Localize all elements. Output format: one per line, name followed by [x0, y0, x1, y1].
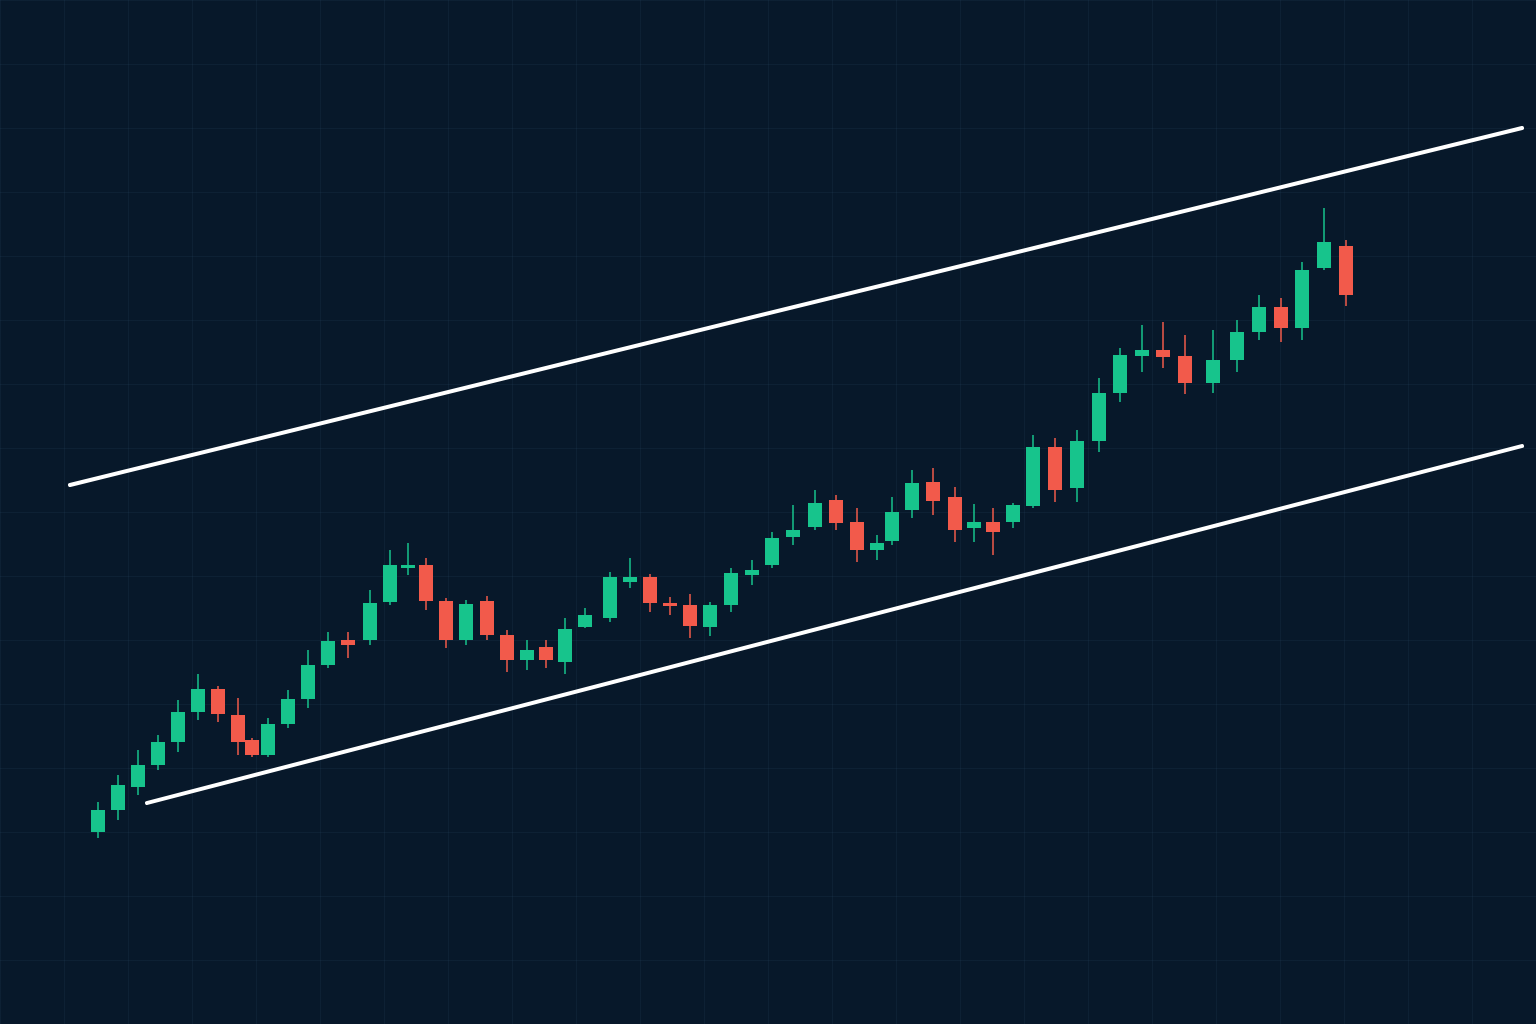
candle-body [850, 522, 864, 550]
candle-body [905, 483, 919, 510]
candle-body [808, 503, 822, 527]
candle-body [683, 605, 697, 626]
candle-body [1230, 332, 1244, 360]
candle-body [91, 810, 105, 832]
candle-body [341, 640, 355, 645]
candle-body [1113, 355, 1127, 393]
candle-body [401, 565, 415, 568]
candle-body [245, 740, 259, 755]
candle-body [745, 570, 759, 575]
candle-body [986, 522, 1000, 532]
candle-body [1006, 505, 1020, 522]
candle-body [663, 603, 677, 606]
candle-body [520, 650, 534, 660]
candle-body [1048, 447, 1062, 490]
candle-body [703, 605, 717, 627]
candle-body [500, 635, 514, 660]
candle-body [1339, 246, 1353, 295]
candle-body [578, 615, 592, 627]
candle-body [459, 604, 473, 640]
candle-body [171, 712, 185, 742]
candle-body [623, 577, 637, 582]
candle-body [281, 699, 295, 724]
trend-line [145, 444, 1524, 805]
candle-body [643, 577, 657, 603]
candle-body [1026, 447, 1040, 506]
candle-body [1252, 307, 1266, 332]
candle-body [363, 603, 377, 640]
candle-body [603, 577, 617, 618]
candle-body [1135, 350, 1149, 356]
candle-body [211, 689, 225, 714]
candle-body [948, 497, 962, 530]
candle-body [191, 689, 205, 712]
candle-body [1317, 242, 1331, 268]
candle-body [383, 565, 397, 602]
candle-body [1274, 307, 1288, 328]
candle-body [967, 522, 981, 528]
candle-body [419, 565, 433, 601]
candle-body [1295, 270, 1309, 328]
candle-body [1156, 350, 1170, 357]
candle-body [131, 765, 145, 787]
candle-body [321, 641, 335, 665]
candle-body [1178, 356, 1192, 383]
candle-body [231, 715, 245, 742]
candle-body [870, 543, 884, 550]
candle-body [480, 601, 494, 635]
candle-body [885, 512, 899, 541]
candle-body [439, 601, 453, 640]
candle-body [926, 482, 940, 501]
candle-body [724, 573, 738, 605]
candle-body [765, 538, 779, 565]
candle-body [301, 665, 315, 699]
candle-body [111, 785, 125, 810]
candle-body [558, 629, 572, 662]
candle-body [829, 500, 843, 523]
trend-line [68, 126, 1524, 487]
candle-body [151, 742, 165, 765]
candle-body [1070, 441, 1084, 488]
candle-body [1206, 360, 1220, 383]
candle-body [539, 647, 553, 660]
candle-body [1092, 393, 1106, 441]
candle-body [261, 724, 275, 755]
candle-body [786, 530, 800, 537]
